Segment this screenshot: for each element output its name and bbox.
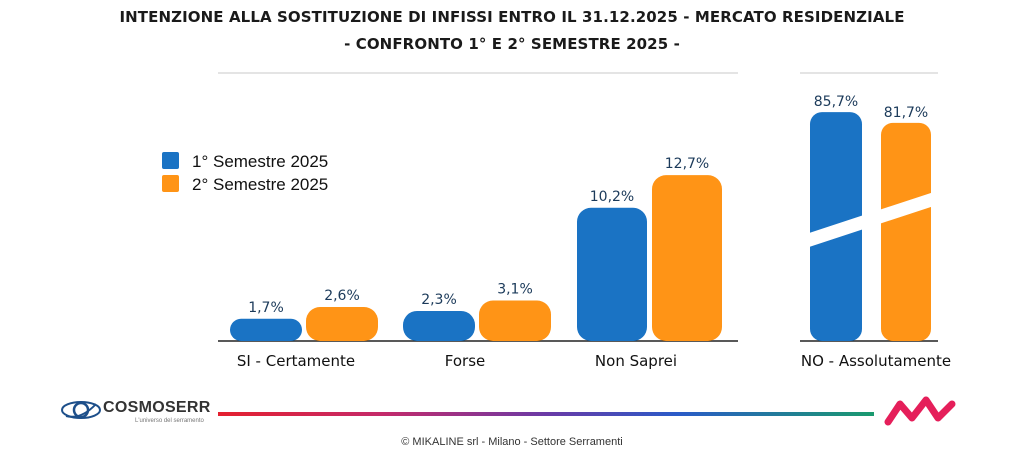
value-label-non-saprei-s1: 10,2% bbox=[590, 189, 634, 205]
bar-forse-s1 bbox=[403, 310, 475, 341]
bar-si-certamente-s1 bbox=[230, 318, 302, 341]
bar-non-saprei-s2 bbox=[652, 175, 722, 341]
axis-break-slash bbox=[800, 190, 940, 250]
bar-forse-s2 bbox=[479, 300, 551, 341]
mikaline-logo-icon bbox=[884, 396, 956, 426]
value-label-no-assolutamente-s1: 85,7% bbox=[814, 94, 858, 110]
cosmoserr-logo-icon bbox=[61, 401, 101, 419]
value-label-forse-s1: 2,3% bbox=[421, 292, 457, 308]
value-label-si-certamente-s1: 1,7% bbox=[248, 300, 284, 316]
value-label-forse-s2: 3,1% bbox=[497, 282, 533, 298]
category-label-non-saprei: Non Saprei bbox=[595, 352, 677, 370]
footer-copyright: © MIKALINE srl - Milano - Settore Serram… bbox=[401, 436, 623, 448]
value-label-non-saprei-s2: 12,7% bbox=[665, 156, 709, 172]
bar-si-certamente-s2 bbox=[306, 307, 378, 341]
footer-gradient-divider bbox=[218, 412, 874, 416]
value-label-no-assolutamente-s2: 81,7% bbox=[884, 105, 928, 121]
legend-label-2: 2° Semestre 2025 bbox=[192, 175, 328, 194]
bar-no-assolutamente-s2 bbox=[881, 122, 931, 341]
category-label-forse: Forse bbox=[445, 352, 485, 370]
bar-non-saprei-s1 bbox=[577, 207, 647, 341]
legend-swatch-2 bbox=[162, 175, 179, 192]
category-label-no-assolutamente: NO - Assolutamente bbox=[801, 352, 951, 370]
chart-subtitle: - CONFRONTO 1° E 2° SEMESTRE 2025 - bbox=[344, 35, 680, 53]
value-label-si-certamente-s2: 2,6% bbox=[324, 288, 360, 304]
cosmoserr-logo-tagline: L'universo del serramento bbox=[135, 418, 204, 424]
category-label-si-certamente: SI - Certamente bbox=[237, 352, 355, 370]
chart-title: INTENZIONE ALLA SOSTITUZIONE DI INFISSI … bbox=[119, 8, 905, 26]
legend-label-1: 1° Semestre 2025 bbox=[192, 152, 328, 171]
legend-swatch-1 bbox=[162, 152, 179, 169]
cosmoserr-logo-text: COSMOSERR bbox=[103, 399, 211, 416]
